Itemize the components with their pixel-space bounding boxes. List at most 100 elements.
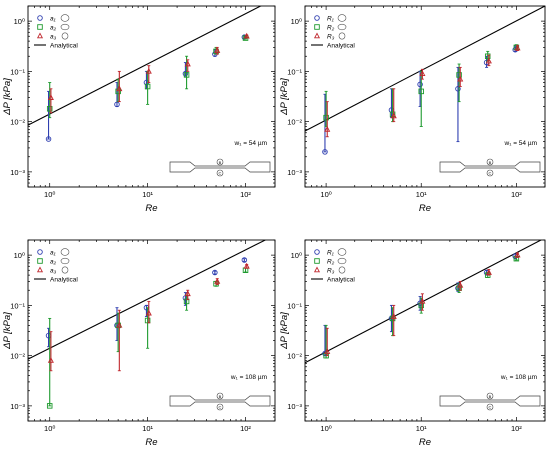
y-axis-title: ΔP [kPa] (279, 312, 290, 350)
legend-label: R₁ (327, 16, 334, 23)
x-axis-title: Re (419, 203, 431, 214)
x-tick-label: 10² (240, 424, 251, 433)
analytical-line (305, 240, 543, 364)
y-axis-title: ΔP [kPa] (2, 78, 13, 116)
data-point (313, 266, 321, 273)
channel-outline (169, 395, 271, 407)
data-point (183, 72, 190, 78)
y-tick-label: 10⁻³ (287, 168, 302, 177)
data-point (457, 281, 464, 288)
data-point (37, 258, 43, 264)
x-tick-label: 10⁰ (320, 424, 331, 433)
data-point (45, 136, 52, 142)
channel-outline (439, 395, 541, 407)
x-axis-title: Re (419, 437, 431, 448)
data-point (314, 258, 320, 264)
series-R₃ (324, 251, 521, 357)
legend-label: R₂ (327, 259, 335, 266)
channel-outline (439, 161, 541, 173)
series-R₂ (323, 44, 520, 127)
channel-inset-icon: BC (439, 158, 541, 177)
x-tick-label: 10⁰ (44, 190, 55, 199)
data-point (314, 249, 320, 255)
x-axis-title: Re (145, 437, 157, 448)
y-tick-label: 10⁻² (10, 118, 25, 127)
data-point (46, 106, 53, 112)
legend-label: a₃ (50, 268, 57, 275)
data-point (36, 32, 44, 39)
y-tick-label: 10⁻¹ (287, 301, 302, 310)
y-tick-label: 10⁻¹ (287, 67, 302, 76)
y-tick-label: 10⁻² (287, 118, 302, 127)
particle-shape-icon (338, 32, 346, 40)
series-a₁ (45, 257, 248, 348)
legend: a₁ a₂ a₃ Analytical (34, 14, 78, 50)
data-point (419, 297, 426, 304)
data-point (485, 57, 492, 64)
data-point (513, 255, 520, 262)
data-point (241, 257, 248, 263)
data-point (145, 67, 152, 74)
x-tick-label: 10⁰ (320, 190, 331, 199)
data-point (243, 32, 250, 39)
data-point (322, 149, 328, 155)
analytical-line (28, 6, 262, 126)
inset-marker-b (216, 158, 224, 166)
data-point (145, 309, 152, 316)
x-axis-title: Re (145, 203, 157, 214)
legend-label: Analytical (50, 43, 78, 50)
data-point (184, 290, 191, 297)
data-point (484, 53, 491, 59)
y-tick-label: 10⁻² (10, 352, 25, 361)
particle-shape-icon (61, 32, 69, 40)
y-axis-title: ΔP [kPa] (2, 312, 13, 350)
data-point (183, 298, 190, 305)
legend-label: Analytical (327, 43, 355, 50)
particle-shape-icon (60, 257, 70, 265)
y-tick-label: 10⁻¹ (10, 67, 25, 76)
panel-top-right: 10⁰ 10¹ 10² 10⁻³ 10⁻² 10⁻¹ 10⁰ Re ΔP [kPa] R₁ R₂ R₃… (279, 5, 546, 214)
inset-label-c: C (489, 171, 492, 176)
width-annotation: w₁ = 108 µm (230, 374, 267, 381)
legend-label: Analytical (50, 277, 78, 284)
data-point (324, 348, 331, 354)
data-point (314, 15, 320, 21)
series-R₁ (322, 45, 518, 155)
legend-label: R₂ (327, 25, 335, 32)
legend-label: a₂ (50, 259, 57, 266)
series-a₂ (46, 267, 249, 409)
panel-bottom-left: 10⁰ 10¹ 10² 10⁻³ 10⁻² 10⁻¹ 10⁰ Re ΔP [kPa] a₁ a₂ a₃… (2, 239, 276, 448)
data-point (456, 72, 462, 78)
inset-label-c: C (489, 405, 492, 410)
data-point (485, 269, 492, 275)
legend-label: R₁ (327, 250, 334, 257)
data-point (47, 94, 54, 100)
data-point (184, 60, 191, 67)
inset-marker-c (486, 403, 494, 411)
inset-label-b: B (219, 160, 222, 165)
data-point (116, 321, 123, 328)
inset-label-b: B (489, 160, 492, 165)
data-point (417, 81, 423, 88)
x-tick-label: 10¹ (416, 190, 427, 199)
x-tick-label: 10¹ (142, 190, 153, 199)
inset-label-b: B (489, 394, 492, 399)
particle-shape-icon (337, 248, 347, 256)
x-tick-label: 10² (511, 190, 522, 199)
inset-marker-b (486, 392, 494, 400)
data-point (514, 251, 521, 258)
particle-shape-icon (60, 248, 70, 256)
legend: R₁ R₂ R₃ Analytical (311, 248, 355, 284)
data-point (390, 313, 397, 319)
channel-inset-icon: BC (439, 392, 541, 411)
plot-frame (27, 239, 276, 422)
plot-frame (304, 5, 546, 188)
inset-marker-b (486, 158, 494, 166)
y-tick-label: 10⁻² (287, 352, 302, 361)
data-point (116, 85, 123, 92)
y-tick-label: 10⁰ (14, 251, 25, 260)
y-tick-label: 10⁻³ (287, 402, 302, 411)
particle-shape-icon (337, 23, 347, 31)
data-point (47, 356, 54, 363)
